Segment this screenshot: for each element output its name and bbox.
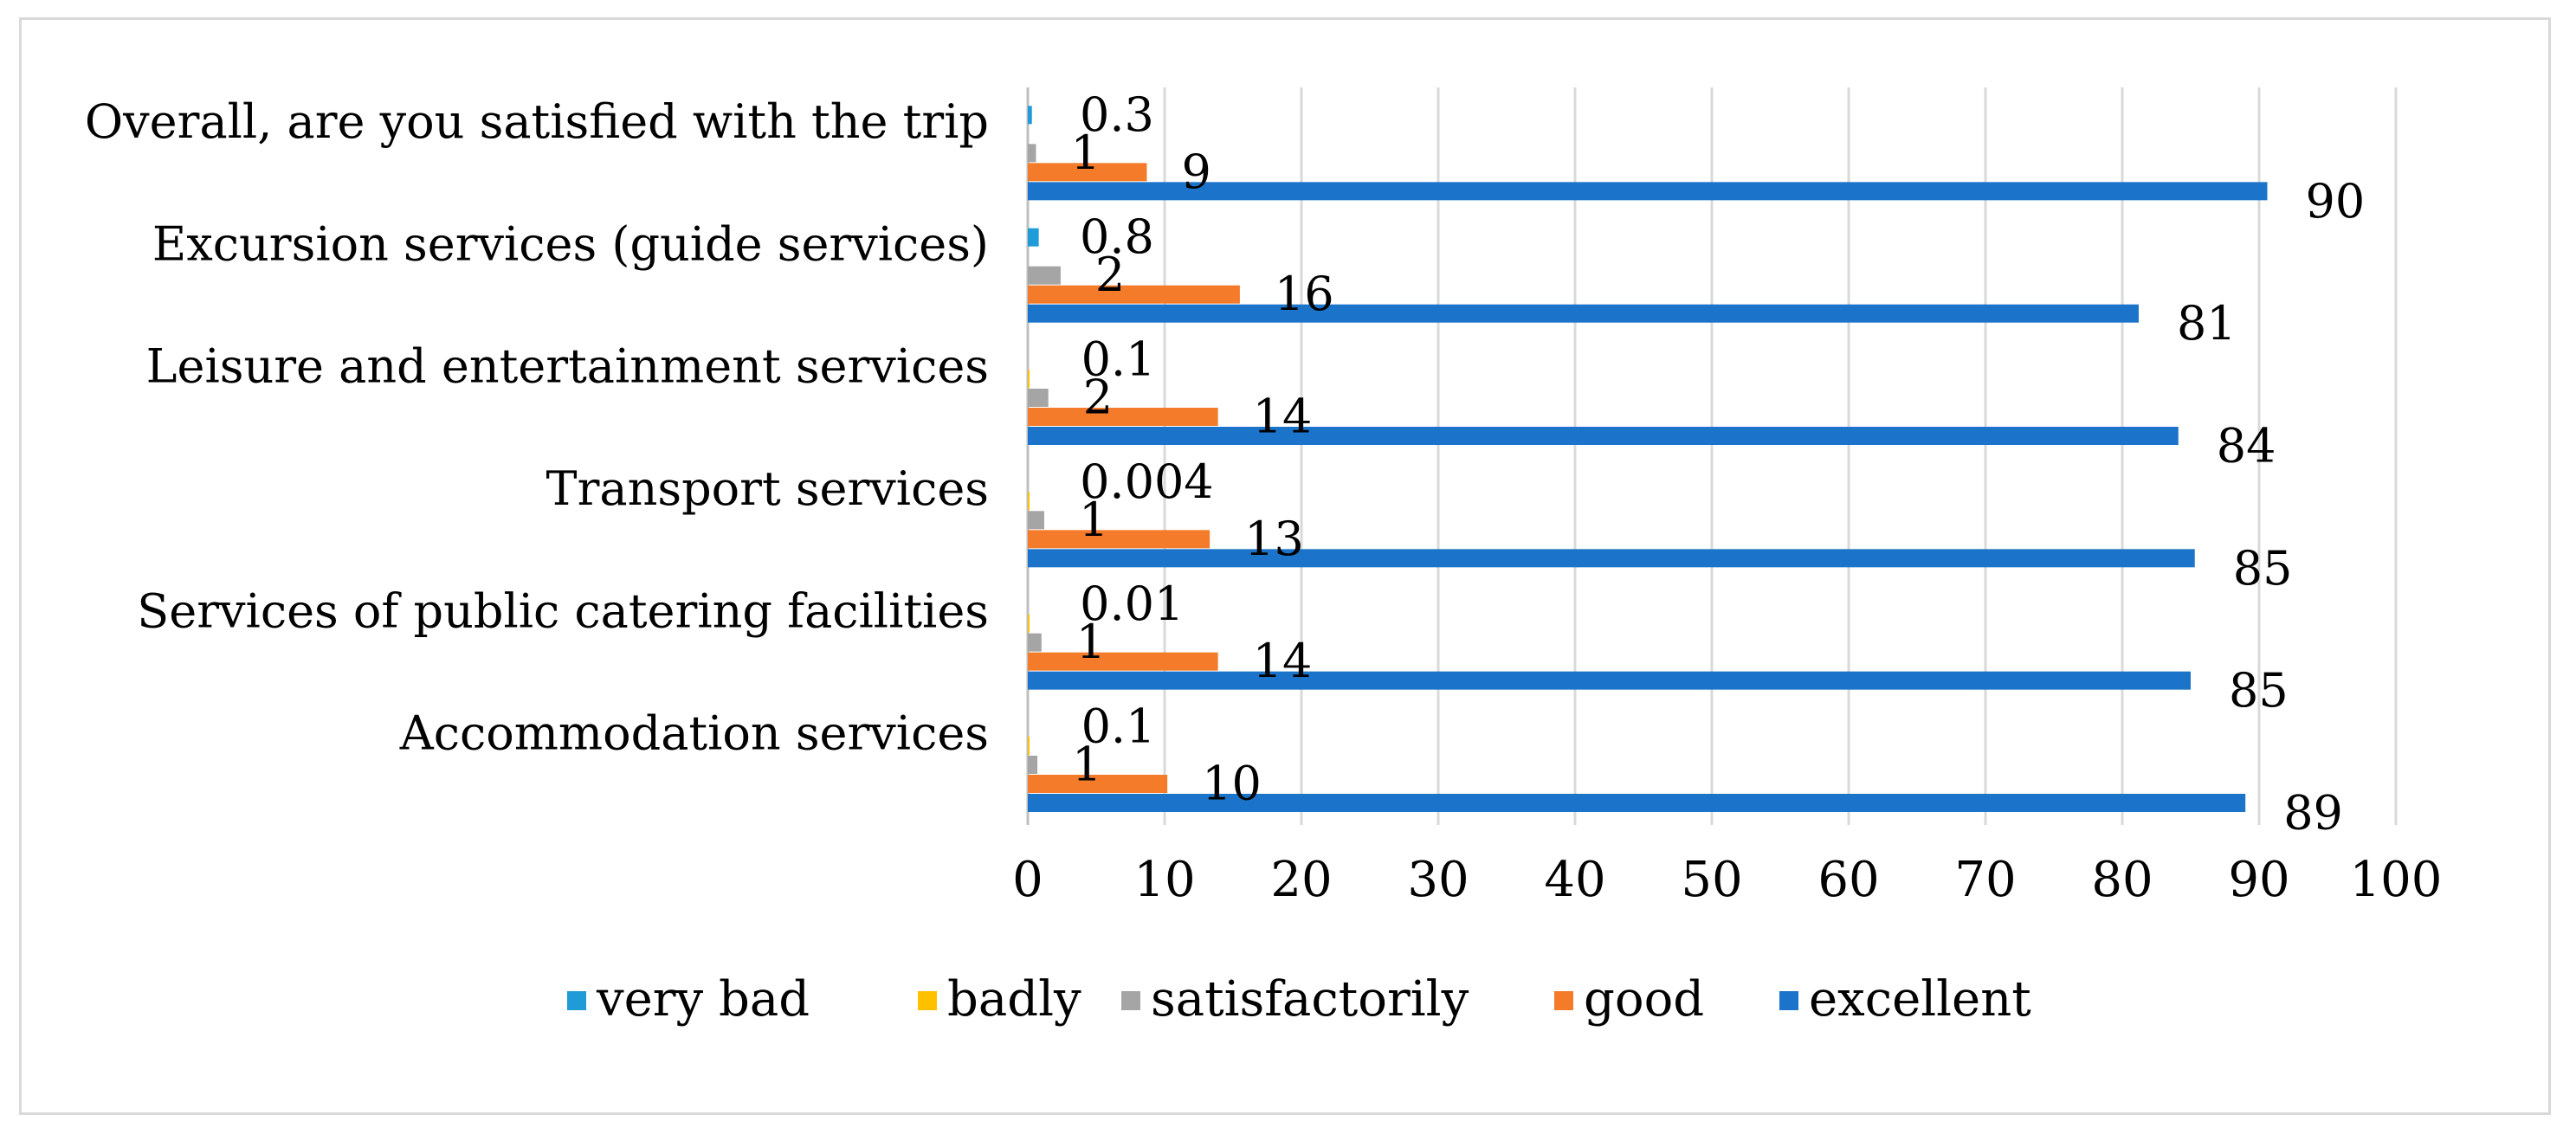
x-tick-label: 30 xyxy=(1407,852,1469,908)
x-tick-label: 100 xyxy=(2350,852,2443,908)
bar-satisfactorily xyxy=(1028,633,1042,652)
legend-label: excellent xyxy=(1809,971,2031,1028)
bar-satisfactorily xyxy=(1028,389,1049,407)
bar-satisfactorily xyxy=(1028,756,1038,774)
legend-swatch xyxy=(1121,991,1140,1010)
bar-good xyxy=(1028,775,1168,793)
category-label: Leisure and entertainment services xyxy=(146,339,989,394)
bar-very-bad xyxy=(1028,228,1039,247)
data-label-satisfactorily: 1 xyxy=(1070,126,1100,180)
bar-good xyxy=(1028,163,1147,182)
legend-swatch xyxy=(567,991,586,1010)
bar-satisfactorily xyxy=(1028,144,1036,163)
data-label-satisfactorily: 2 xyxy=(1083,370,1113,425)
data-label-badly: 0.1 xyxy=(1081,332,1156,387)
bar-good xyxy=(1028,408,1218,426)
legend-label: satisfactorily xyxy=(1151,971,1469,1028)
x-tick-label: 20 xyxy=(1270,852,1332,908)
data-label-satisfactorily: 1 xyxy=(1079,493,1108,547)
data-label-good: 9 xyxy=(1181,145,1211,199)
data-label-satisfactorily: 1 xyxy=(1072,738,1101,792)
data-label-excellent: 89 xyxy=(2283,786,2343,841)
data-label-excellent: 81 xyxy=(2177,296,2237,351)
x-axis-tick-labels: 0 10 20 30 40 50 60 70 80 90 100 xyxy=(1012,852,2442,908)
bar-badly xyxy=(1028,737,1030,755)
bar-satisfactorily xyxy=(1028,511,1044,530)
grid-lines xyxy=(1026,87,2398,825)
legend-label: good xyxy=(1584,971,1704,1028)
data-label-excellent: 85 xyxy=(2233,541,2293,596)
data-label-badly: 0.004 xyxy=(1080,454,1214,509)
legend-label: badly xyxy=(947,971,1081,1028)
bar-excellent xyxy=(1028,427,2179,445)
data-label-good: 10 xyxy=(1202,757,1262,811)
x-tick-label: 80 xyxy=(2091,852,2153,908)
bar-excellent xyxy=(1028,671,2191,690)
x-tick-label: 70 xyxy=(1954,852,2016,908)
bar-excellent xyxy=(1028,182,2268,201)
data-label-badly: 0.1 xyxy=(1081,699,1156,754)
category-label: Excursion services (guide services) xyxy=(152,216,989,271)
bar-very-bad xyxy=(1028,106,1032,125)
bar-satisfactorily xyxy=(1028,266,1061,285)
category-label: Services of public catering facilities xyxy=(137,583,989,638)
category-label: Overall, are you satisfied with the trip xyxy=(85,94,989,149)
x-tick-label: 10 xyxy=(1133,852,1195,908)
data-label-excellent: 90 xyxy=(2305,174,2365,229)
data-label-badly: 0.01 xyxy=(1080,577,1184,631)
data-label-excellent: 84 xyxy=(2217,419,2276,474)
data-label-badly: 0.3 xyxy=(1080,87,1154,142)
bar-badly xyxy=(1028,614,1030,633)
data-label-good: 16 xyxy=(1275,267,1334,321)
legend-swatch xyxy=(1779,991,1798,1010)
category-label: Accommodation services xyxy=(399,706,989,761)
data-label-good: 13 xyxy=(1244,512,1304,566)
legend-swatch xyxy=(1554,991,1573,1010)
x-tick-label: 0 xyxy=(1012,852,1043,908)
data-label-good: 14 xyxy=(1253,634,1313,688)
bar-badly xyxy=(1028,492,1030,511)
bar-good xyxy=(1028,530,1211,549)
data-label-satisfactorily: 1 xyxy=(1076,615,1106,669)
data-label-excellent: 85 xyxy=(2229,663,2289,718)
bar-good xyxy=(1028,652,1218,671)
x-tick-label: 60 xyxy=(1817,852,1879,908)
x-tick-label: 90 xyxy=(2228,852,2289,908)
data-label-good: 14 xyxy=(1253,390,1313,444)
data-label-satisfactorily: 2 xyxy=(1095,248,1125,302)
bar-excellent xyxy=(1028,794,2246,812)
bars xyxy=(1028,106,2268,812)
bar-good xyxy=(1028,285,1240,304)
x-tick-label: 50 xyxy=(1681,852,1742,908)
bar-badly xyxy=(1028,370,1030,388)
bar-excellent xyxy=(1028,304,2139,323)
legend: very bad badly satisfactorily good excellent xyxy=(567,971,2031,1028)
legend-label: very bad xyxy=(596,971,810,1028)
data-label-badly: 0.8 xyxy=(1080,209,1154,264)
category-labels: Accommodation services Services of public… xyxy=(85,94,989,761)
x-tick-label: 40 xyxy=(1544,852,1605,908)
legend-swatch xyxy=(918,991,937,1010)
bar-excellent xyxy=(1028,549,2195,568)
chart-frame: 0.1 1 10 89 0.01 1 14 85 0.004 1 13 85 0.1 2 14 84 0.8 2 1… xyxy=(19,17,2551,1115)
category-label: Transport services xyxy=(546,461,989,516)
